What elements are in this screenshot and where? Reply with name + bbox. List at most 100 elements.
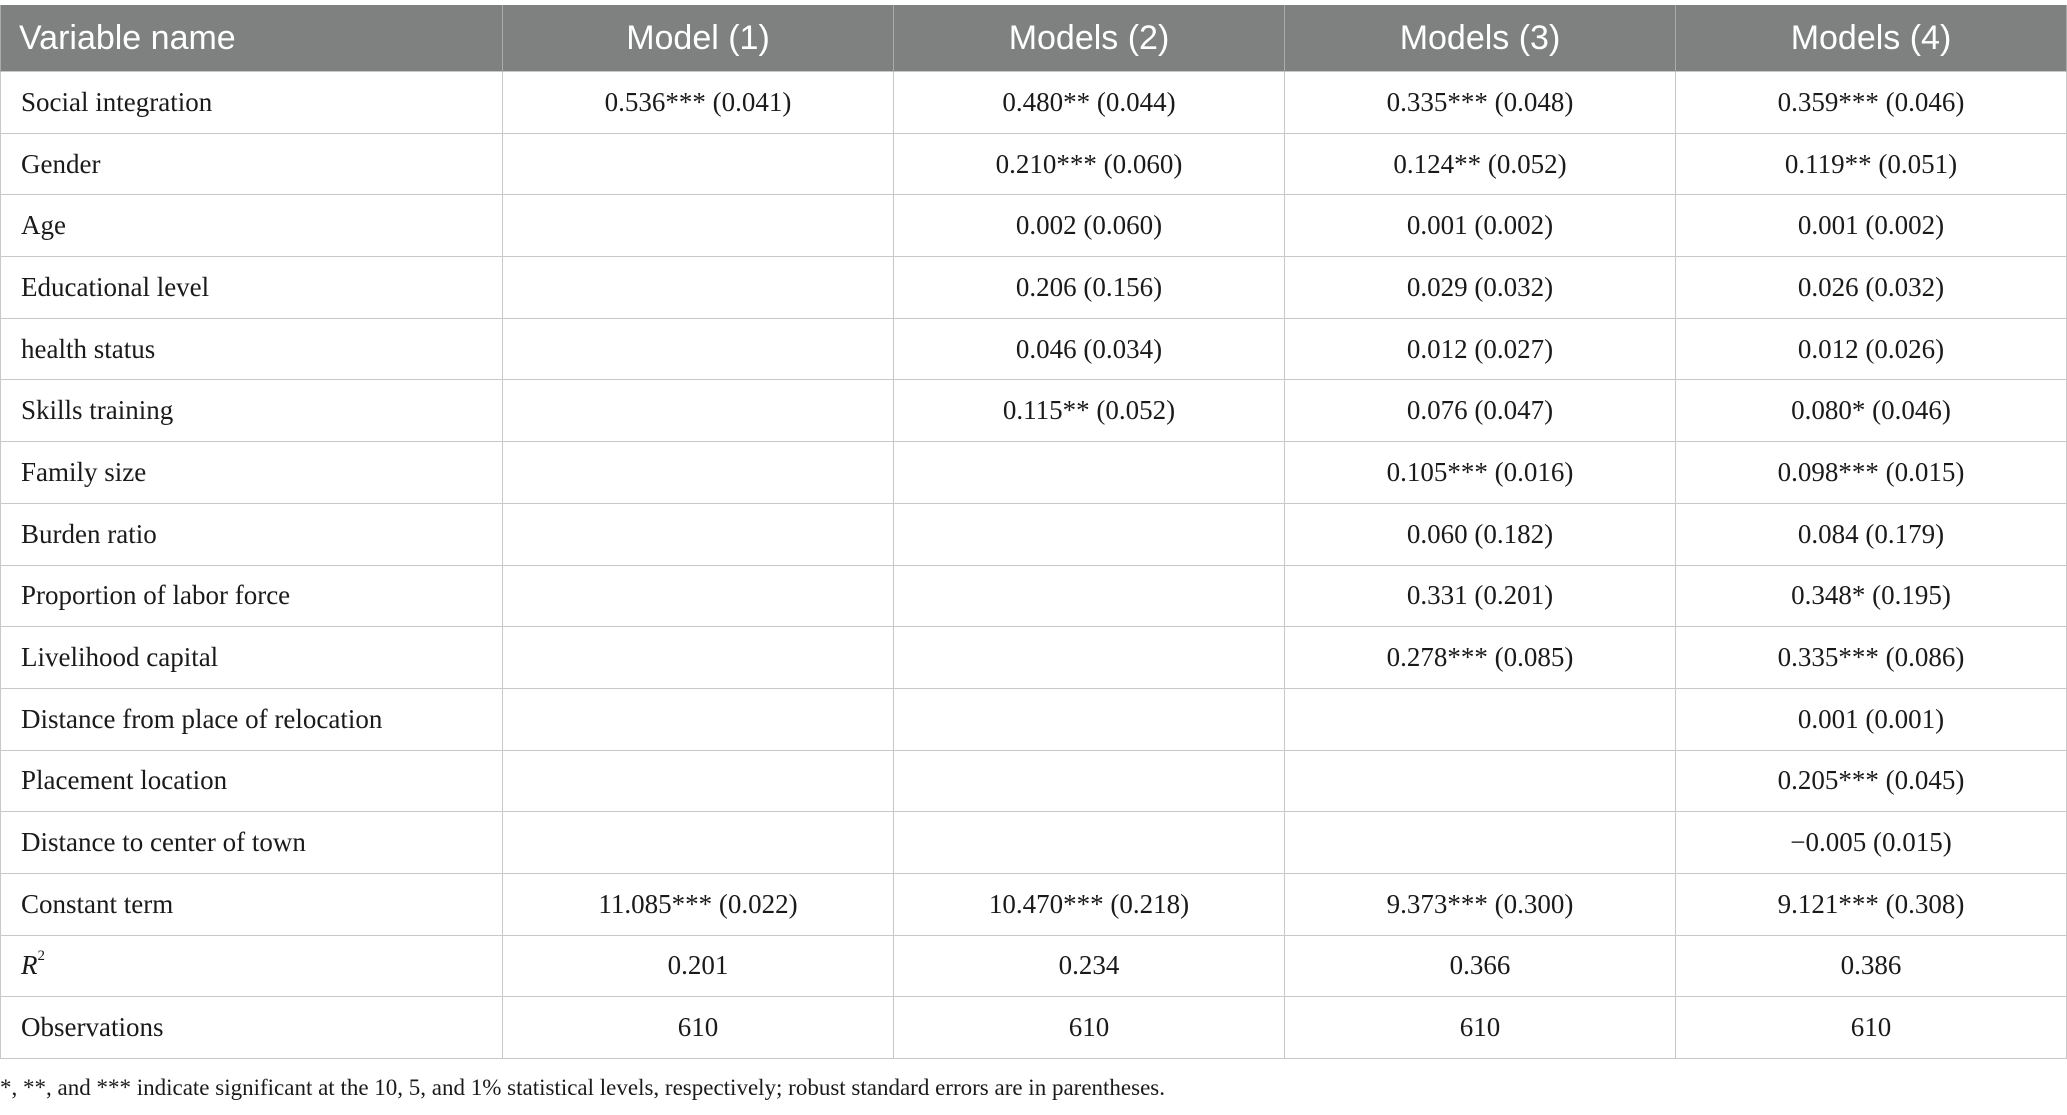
table-cell: 0.386 — [1675, 934, 2067, 998]
regression-table-container: Variable name Model (1) Models (2) Model… — [0, 5, 2067, 1059]
table-cell: 0.029 (0.032) — [1284, 256, 1676, 319]
table-cell — [502, 811, 894, 874]
table-cell — [502, 441, 894, 504]
row-label-r-squared: R2 — [0, 934, 503, 998]
table-cell: 0.335*** (0.048) — [1284, 71, 1676, 134]
table-cell: 0.536*** (0.041) — [502, 71, 894, 134]
table-row: health status 0.046 (0.034) 0.012 (0.027… — [0, 317, 2067, 381]
table-cell: 11.085*** (0.022) — [502, 872, 894, 936]
table-cell — [502, 564, 894, 628]
table-row: Constant term 11.085*** (0.022) 10.470**… — [0, 872, 2067, 936]
table-cell — [893, 564, 1285, 628]
table-cell: 0.331 (0.201) — [1284, 564, 1676, 628]
table-cell: 9.121*** (0.308) — [1675, 872, 2067, 936]
table-cell: 0.206 (0.156) — [893, 256, 1285, 319]
table-cell — [893, 502, 1285, 566]
header-model-4: Models (4) — [1675, 5, 2067, 72]
table-cell — [502, 317, 894, 381]
table-cell — [502, 749, 894, 813]
table-cell: 0.001 (0.002) — [1675, 194, 2067, 258]
table-cell — [502, 626, 894, 689]
row-label: Skills training — [0, 379, 503, 443]
table-cell: 0.002 (0.060) — [893, 194, 1285, 258]
row-label: Social integration — [0, 71, 503, 134]
table-row: Distance from place of relocation 0.001 … — [0, 687, 2067, 751]
table-cell — [502, 132, 894, 196]
table-cell: 0.359*** (0.046) — [1675, 71, 2067, 134]
table-cell — [502, 687, 894, 751]
table-cell — [893, 687, 1285, 751]
table-cell: 610 — [893, 996, 1285, 1059]
table-cell — [1284, 749, 1676, 813]
table-cell: 0.060 (0.182) — [1284, 502, 1676, 566]
row-label: Livelihood capital — [0, 626, 503, 689]
table-cell: −0.005 (0.015) — [1675, 811, 2067, 874]
table-cell: 0.001 (0.001) — [1675, 687, 2067, 751]
row-label: Distance to center of town — [0, 811, 503, 874]
row-label: Gender — [0, 132, 503, 196]
table-row: Observations 610 610 610 610 — [0, 996, 2067, 1059]
table-cell: 0.001 (0.002) — [1284, 194, 1676, 258]
row-label: Educational level — [0, 256, 503, 319]
table-cell: 0.210*** (0.060) — [893, 132, 1285, 196]
table-cell: 0.119** (0.051) — [1675, 132, 2067, 196]
row-label: Age — [0, 194, 503, 258]
table-row: Livelihood capital 0.278*** (0.085) 0.33… — [0, 626, 2067, 689]
superscript-2: 2 — [37, 948, 46, 965]
table-cell: 610 — [502, 996, 894, 1059]
header-model-3: Models (3) — [1284, 5, 1676, 72]
table-cell: 9.373*** (0.300) — [1284, 872, 1676, 936]
table-row: Burden ratio 0.060 (0.182) 0.084 (0.179) — [0, 502, 2067, 566]
table-cell: 0.124** (0.052) — [1284, 132, 1676, 196]
table-cell — [893, 626, 1285, 689]
row-label: Distance from place of relocation — [0, 687, 503, 751]
table-cell: 0.076 (0.047) — [1284, 379, 1676, 443]
header-model-2: Models (2) — [893, 5, 1285, 72]
table-row: Skills training 0.115** (0.052) 0.076 (0… — [0, 379, 2067, 443]
table-row: Placement location 0.205*** (0.045) — [0, 749, 2067, 813]
table-cell — [502, 256, 894, 319]
table-cell: 0.366 — [1284, 934, 1676, 998]
table-cell: 610 — [1284, 996, 1676, 1059]
table-cell: 0.080* (0.046) — [1675, 379, 2067, 443]
row-label: Proportion of labor force — [0, 564, 503, 628]
table-row: Distance to center of town −0.005 (0.015… — [0, 811, 2067, 874]
table-cell — [502, 502, 894, 566]
header-row: Variable name Model (1) Models (2) Model… — [0, 5, 2067, 72]
table-cell: 0.348* (0.195) — [1675, 564, 2067, 628]
table-header: Variable name Model (1) Models (2) Model… — [0, 5, 2067, 72]
regression-table: Variable name Model (1) Models (2) Model… — [0, 5, 2067, 1059]
table-cell — [893, 749, 1285, 813]
table-footnote: *, **, and *** indicate significant at t… — [0, 1075, 1165, 1100]
table-cell: 0.278*** (0.085) — [1284, 626, 1676, 689]
row-label: Family size — [0, 441, 503, 504]
table-cell: 0.098*** (0.015) — [1675, 441, 2067, 504]
table-cell — [502, 194, 894, 258]
row-label: Burden ratio — [0, 502, 503, 566]
table-cell — [893, 441, 1285, 504]
row-label: health status — [0, 317, 503, 381]
table-row: Social integration 0.536*** (0.041) 0.48… — [0, 71, 2067, 134]
table-row: Family size 0.105*** (0.016) 0.098*** (0… — [0, 441, 2067, 504]
table-row: R2 0.201 0.234 0.366 0.386 — [0, 934, 2067, 998]
table-row: Educational level 0.206 (0.156) 0.029 (0… — [0, 256, 2067, 319]
r-symbol: R — [21, 950, 38, 981]
table-body: Social integration 0.536*** (0.041) 0.48… — [0, 71, 2067, 1059]
table-cell: 610 — [1675, 996, 2067, 1059]
table-row: Gender 0.210*** (0.060) 0.124** (0.052) … — [0, 132, 2067, 196]
row-label: Constant term — [0, 872, 503, 936]
table-cell: 10.470*** (0.218) — [893, 872, 1285, 936]
row-label: Observations — [0, 996, 503, 1059]
table-cell: 0.201 — [502, 934, 894, 998]
header-variable-name: Variable name — [0, 5, 503, 72]
table-cell: 0.105*** (0.016) — [1284, 441, 1676, 504]
table-cell: 0.012 (0.027) — [1284, 317, 1676, 381]
table-cell: 0.084 (0.179) — [1675, 502, 2067, 566]
table-cell: 0.234 — [893, 934, 1285, 998]
table-row: Proportion of labor force 0.331 (0.201) … — [0, 564, 2067, 628]
table-cell — [1284, 687, 1676, 751]
table-cell: 0.026 (0.032) — [1675, 256, 2067, 319]
table-cell — [893, 811, 1285, 874]
table-cell — [502, 379, 894, 443]
table-cell: 0.046 (0.034) — [893, 317, 1285, 381]
